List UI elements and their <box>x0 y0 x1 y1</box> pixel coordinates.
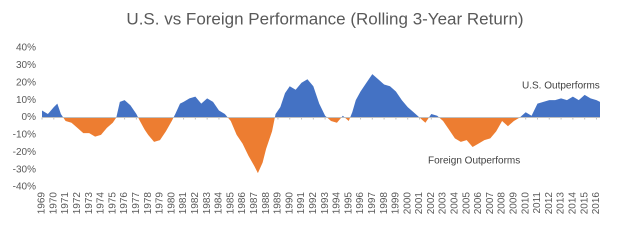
x-tick-label: 1970 <box>48 192 59 215</box>
chart-title: U.S. vs Foreign Performance (Rolling 3-Y… <box>126 9 523 28</box>
y-tick-label: -10% <box>13 130 36 141</box>
x-tick-label: 1969 <box>37 192 48 215</box>
y-tick-label: 40% <box>16 43 36 54</box>
x-tick-label: 2000 <box>402 192 413 215</box>
x-tick-label: 2002 <box>426 192 437 215</box>
x-tick-label: 1986 <box>237 192 248 215</box>
x-tick-label: 1999 <box>391 192 402 215</box>
area <box>42 74 600 174</box>
x-tick-label: 2013 <box>556 192 567 215</box>
x-tick-label: 2004 <box>450 192 461 215</box>
x-tick-label: 2007 <box>485 192 496 215</box>
x-tick-label: 1980 <box>166 192 177 215</box>
x-tick-label: 2006 <box>473 192 484 215</box>
x-tick-label: 1989 <box>273 192 284 215</box>
y-tick-label: 0% <box>22 112 37 123</box>
x-tick-label: 1993 <box>320 192 331 215</box>
x-tick-label: 2003 <box>438 192 449 215</box>
x-tick-label: 1977 <box>131 192 142 215</box>
x-tick-label: 1972 <box>72 192 83 215</box>
y-tick-label: -30% <box>13 164 36 175</box>
x-tick-label: 1988 <box>261 192 272 215</box>
x-tick-label: 1996 <box>355 192 366 215</box>
y-tick-label: -40% <box>13 182 36 193</box>
x-tick-label: 1985 <box>225 192 236 215</box>
x-tick-label: 1990 <box>284 192 295 215</box>
x-tick-label: 1997 <box>367 192 378 215</box>
x-tick-label: 2012 <box>544 192 555 215</box>
x-tick-label: 2009 <box>509 192 520 215</box>
x-tick-label: 1984 <box>214 192 225 215</box>
x-tick-label: 1975 <box>107 192 118 215</box>
x-tick-label: 1978 <box>143 192 154 215</box>
x-tick-label: 1971 <box>60 192 71 215</box>
x-tick-label: 2014 <box>568 192 579 215</box>
x-tick-label: 2008 <box>497 192 508 215</box>
x-tick-label: 1992 <box>308 192 319 215</box>
x-tick-label: 2016 <box>591 192 602 215</box>
x-tick-label: 2011 <box>532 192 543 214</box>
x-tick-label: 1983 <box>202 192 213 215</box>
chart: U.S. vs Foreign Performance (Rolling 3-Y… <box>13 9 602 215</box>
x-tick-label: 1994 <box>332 192 343 215</box>
x-tick-label: 1991 <box>296 192 307 215</box>
y-tick-label: 30% <box>16 60 36 71</box>
annotation: Foreign Outperforms <box>428 156 520 167</box>
x-tick-label: 1995 <box>343 192 354 215</box>
y-tick-label: 10% <box>16 95 36 106</box>
annotation: U.S. Outperforms <box>522 81 600 92</box>
x-tick-label: 1973 <box>84 192 95 215</box>
x-tick-label: 1982 <box>190 192 201 215</box>
x-tick-label: 2005 <box>461 192 472 215</box>
y-tick-label: -20% <box>13 147 36 158</box>
y-tick-label: 20% <box>16 77 36 88</box>
x-tick-label: 1979 <box>155 192 166 215</box>
x-tick-label: 1998 <box>379 192 390 215</box>
x-tick-label: 2010 <box>520 192 531 215</box>
x-tick-label: 2015 <box>579 192 590 215</box>
x-tick-label: 2001 <box>414 192 425 215</box>
x-tick-label: 1974 <box>96 192 107 215</box>
x-tick-label: 1976 <box>119 192 130 215</box>
x-tick-label: 1981 <box>178 192 189 215</box>
x-tick-label: 1987 <box>249 192 260 215</box>
